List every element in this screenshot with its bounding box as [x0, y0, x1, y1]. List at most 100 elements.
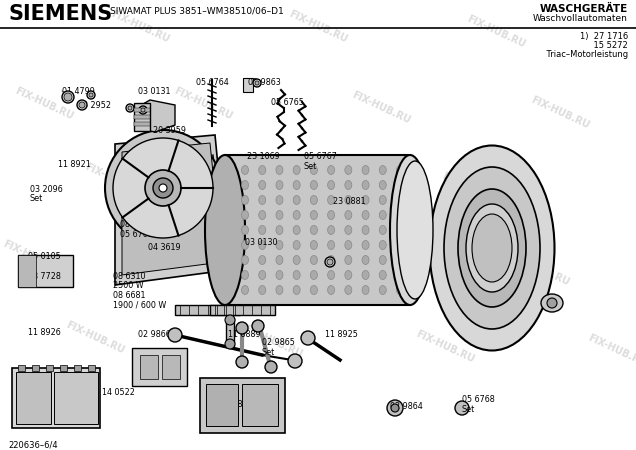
Bar — [18, 365, 25, 371]
Ellipse shape — [396, 180, 403, 189]
Ellipse shape — [310, 240, 317, 249]
Text: FIX-HUB.RU: FIX-HUB.RU — [109, 9, 170, 45]
Ellipse shape — [362, 240, 369, 249]
Ellipse shape — [345, 225, 352, 234]
Bar — [32, 365, 39, 371]
Ellipse shape — [396, 285, 403, 294]
Bar — [226, 318, 234, 346]
Text: FIX-HUB.RU: FIX-HUB.RU — [160, 243, 221, 279]
Text: 08 6681: 08 6681 — [113, 291, 146, 300]
Ellipse shape — [310, 180, 317, 189]
Text: Waschvollautomaten: Waschvollautomaten — [533, 14, 628, 23]
Text: FIX-HUB.RU: FIX-HUB.RU — [466, 14, 527, 50]
Bar — [134, 108, 150, 112]
Ellipse shape — [362, 256, 369, 265]
Ellipse shape — [242, 225, 249, 234]
Text: FIX-HUB.RU: FIX-HUB.RU — [338, 248, 399, 284]
Text: FIX-HUB.RU: FIX-HUB.RU — [14, 86, 75, 122]
Ellipse shape — [328, 270, 335, 279]
Text: 03 0131: 03 0131 — [138, 87, 170, 96]
Ellipse shape — [345, 240, 352, 249]
Text: FIX-HUB.RU: FIX-HUB.RU — [415, 328, 476, 364]
Text: 05 6767: 05 6767 — [304, 152, 337, 161]
Ellipse shape — [362, 180, 369, 189]
Text: WASCHGERÄTE: WASCHGERÄTE — [540, 4, 628, 14]
Ellipse shape — [345, 166, 352, 175]
Text: FIX-HUB.RU: FIX-HUB.RU — [65, 320, 126, 356]
Ellipse shape — [259, 225, 266, 234]
Ellipse shape — [276, 270, 283, 279]
Text: FIX-HUB.RU: FIX-HUB.RU — [173, 86, 234, 122]
Text: Set: Set — [30, 194, 43, 203]
Text: FIX-HUB.RU: FIX-HUB.RU — [287, 9, 349, 45]
Ellipse shape — [242, 211, 249, 220]
Ellipse shape — [396, 166, 403, 175]
Circle shape — [255, 81, 259, 85]
Ellipse shape — [293, 211, 300, 220]
Bar — [140, 355, 158, 379]
Ellipse shape — [276, 166, 283, 175]
Bar — [243, 78, 253, 92]
Bar — [16, 372, 51, 424]
Text: 05 6768: 05 6768 — [120, 230, 153, 239]
Text: 15 5272: 15 5272 — [583, 41, 628, 50]
Ellipse shape — [396, 195, 403, 204]
Text: 11 8924: 11 8924 — [492, 316, 525, 325]
Ellipse shape — [242, 285, 249, 294]
Text: 2500 W: 2500 W — [113, 281, 144, 290]
Ellipse shape — [276, 225, 283, 234]
Circle shape — [288, 354, 302, 368]
Ellipse shape — [310, 285, 317, 294]
Ellipse shape — [259, 195, 266, 204]
Circle shape — [225, 315, 235, 325]
Bar — [12, 368, 100, 428]
Ellipse shape — [362, 225, 369, 234]
Text: 05 6764: 05 6764 — [196, 78, 229, 87]
Ellipse shape — [310, 166, 317, 175]
Ellipse shape — [259, 256, 266, 265]
Ellipse shape — [379, 240, 386, 249]
Ellipse shape — [362, 285, 369, 294]
Text: 04 3619: 04 3619 — [148, 243, 181, 252]
Ellipse shape — [293, 240, 300, 249]
Ellipse shape — [345, 270, 352, 279]
Circle shape — [89, 93, 93, 97]
Ellipse shape — [293, 180, 300, 189]
Ellipse shape — [293, 270, 300, 279]
Ellipse shape — [276, 211, 283, 220]
Text: 02 9863: 02 9863 — [248, 78, 280, 87]
Text: SIWAMAT PLUS 3851–WM38510/06–D1: SIWAMAT PLUS 3851–WM38510/06–D1 — [110, 6, 284, 15]
Text: FIX-HUB.RU: FIX-HUB.RU — [510, 252, 571, 288]
Ellipse shape — [345, 211, 352, 220]
Text: 02 9864: 02 9864 — [390, 402, 423, 411]
Text: 08 7728: 08 7728 — [28, 272, 61, 281]
Bar — [46, 365, 53, 371]
Circle shape — [387, 400, 403, 416]
Bar — [210, 305, 275, 315]
Text: SIEMENS: SIEMENS — [8, 4, 112, 24]
Bar — [60, 365, 67, 371]
Ellipse shape — [379, 270, 386, 279]
Bar — [162, 355, 180, 379]
Circle shape — [87, 91, 95, 99]
Circle shape — [301, 331, 315, 345]
Text: 11 8889: 11 8889 — [228, 330, 261, 339]
Text: FIX-HUB.RU: FIX-HUB.RU — [529, 94, 590, 130]
Text: 08 8421: 08 8421 — [225, 400, 258, 409]
Ellipse shape — [328, 240, 335, 249]
Ellipse shape — [293, 195, 300, 204]
Circle shape — [77, 100, 87, 110]
Ellipse shape — [379, 166, 386, 175]
Ellipse shape — [259, 166, 266, 175]
Text: 23 0881: 23 0881 — [333, 197, 366, 206]
Ellipse shape — [362, 270, 369, 279]
Bar — [242, 384, 278, 426]
Ellipse shape — [328, 166, 335, 175]
Text: FIX-HUB.RU: FIX-HUB.RU — [351, 90, 412, 126]
Ellipse shape — [396, 225, 403, 234]
Circle shape — [128, 106, 132, 110]
Text: 1)  27 1716: 1) 27 1716 — [580, 32, 628, 41]
Bar — [200, 378, 285, 433]
Text: 11 8926: 11 8926 — [28, 328, 61, 337]
Text: 1900 / 600 W: 1900 / 600 W — [113, 300, 166, 309]
